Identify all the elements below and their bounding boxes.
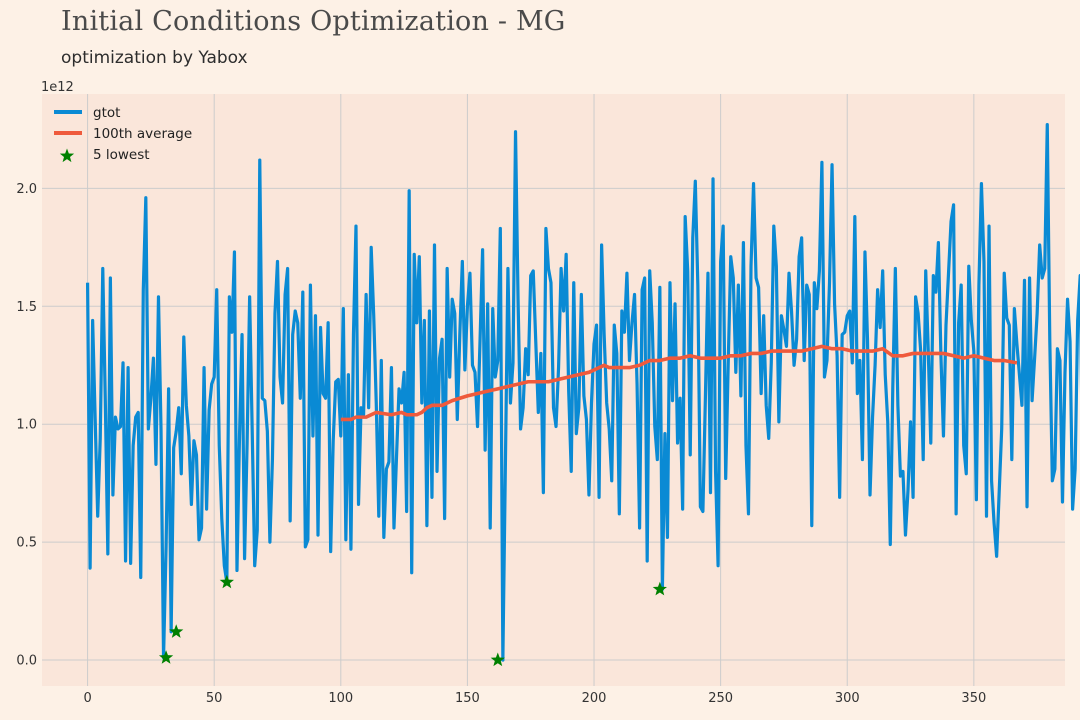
y-tick-label: 2.0 <box>16 182 37 197</box>
y-tick-label: 1.0 <box>16 418 37 433</box>
x-tick-label: 250 <box>708 691 733 706</box>
x-tick-label: 50 <box>206 691 223 706</box>
x-tick-label: 200 <box>582 691 607 706</box>
axis-ticks: 0 50 100 150 200 250 300 350 0.0 0.5 1.0 1.5 2.0 <box>16 182 986 706</box>
series-line-gtot <box>85 123 1080 662</box>
legend-swatch-lowest <box>59 148 75 163</box>
series-line-average <box>340 344 1018 422</box>
y-tick-label: 0.5 <box>16 536 37 551</box>
x-tick-label: 0 <box>83 691 91 706</box>
lowest-point-star <box>169 624 184 638</box>
x-tick-label: 150 <box>455 691 480 706</box>
x-tick-label: 300 <box>835 691 860 706</box>
series-layer <box>85 123 1080 667</box>
y-tick-label: 0.0 <box>16 654 37 669</box>
legend-label-gtot: gtot <box>93 105 120 121</box>
chart-subtitle: optimization by Yabox <box>61 48 248 68</box>
y-tick-label: 1.5 <box>16 300 37 315</box>
x-tick-label: 100 <box>328 691 353 706</box>
lowest-point-star <box>158 650 174 664</box>
lowest-point-star <box>652 581 667 596</box>
legend-label-lowest: 5 lowest <box>93 147 150 163</box>
x-tick-label: 350 <box>961 691 986 706</box>
lowest-point-star <box>490 652 505 667</box>
legend: gtot 100th average 5 lowest <box>54 105 192 163</box>
lowest-point-star <box>219 574 234 589</box>
y-offset-label: 1e12 <box>41 80 74 95</box>
chart-title: Initial Conditions Optimization - MG <box>61 6 566 37</box>
legend-label-average: 100th average <box>93 126 192 142</box>
